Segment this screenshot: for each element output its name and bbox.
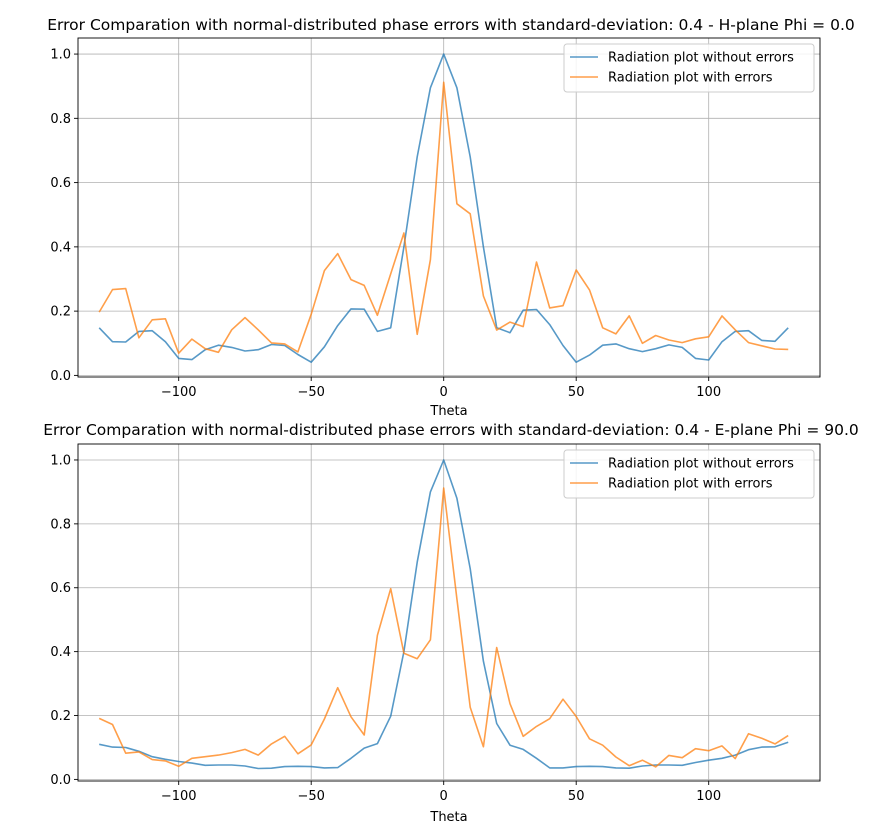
y-tick-label: 1.0: [50, 48, 71, 63]
chart-panel-2: −100 −50 0 50 100 0.0 0.2 0.4 0.6 0.8 1.0 Error Com…: [43, 421, 859, 825]
legend-box: [563, 43, 815, 93]
x-tick-label: 100: [696, 385, 721, 400]
legend-label: Radiation plot without errors: [608, 457, 794, 472]
x-tick-label: −100: [161, 789, 197, 804]
y-tick-label: 0.2: [50, 709, 71, 724]
x-tick-label: 50: [568, 789, 585, 804]
plot-frame: [77, 37, 821, 378]
y-tick-label: 0.6: [50, 176, 71, 191]
x-tick-label: −100: [161, 385, 197, 400]
y-tick-label: 1.0: [50, 453, 71, 468]
legend: Radiation plot without errors Radiation p…: [563, 449, 815, 499]
x-tick-label: 50: [568, 385, 585, 400]
y-tick-label: 0.8: [50, 517, 71, 532]
legend-label: Radiation plot with errors: [608, 477, 773, 492]
y-tick-label: 0.8: [50, 112, 71, 127]
x-tick-label: −50: [297, 789, 324, 804]
legend-label: Radiation plot without errors: [608, 51, 794, 66]
x-axis-label: Theta: [429, 810, 467, 825]
plot-frame: [77, 443, 821, 782]
y-tick-label: 0.0: [50, 773, 71, 788]
chart-panel-1: −100 −50 0 50 100 0.0 0.2 0.4 0.6 0.8 1.0 Error Com…: [47, 16, 855, 419]
y-tick-label: 0.0: [50, 369, 71, 384]
legend: Radiation plot without errors Radiation p…: [563, 43, 815, 93]
legend-label: Radiation plot with errors: [608, 71, 773, 86]
y-tick-label: 0.4: [50, 240, 71, 255]
chart-title: Error Comparation with normal-distribute…: [43, 421, 859, 439]
legend-box: [563, 449, 815, 499]
x-tick-label: 100: [696, 789, 721, 804]
series-line-without-errors: [98, 53, 789, 364]
x-tick-label: 0: [440, 789, 448, 804]
series-line-with-errors: [98, 487, 789, 768]
chart-title: Error Comparation with normal-distribute…: [47, 16, 855, 34]
x-axis-label: Theta: [429, 404, 467, 419]
y-tick-label: 0.4: [50, 645, 71, 660]
x-tick-label: −50: [297, 385, 324, 400]
series-line-without-errors: [99, 459, 789, 770]
x-tick-label: 0: [440, 385, 448, 400]
series-line-with-errors: [98, 81, 789, 355]
y-tick-label: 0.2: [50, 305, 71, 320]
y-tick-label: 0.6: [50, 581, 71, 596]
